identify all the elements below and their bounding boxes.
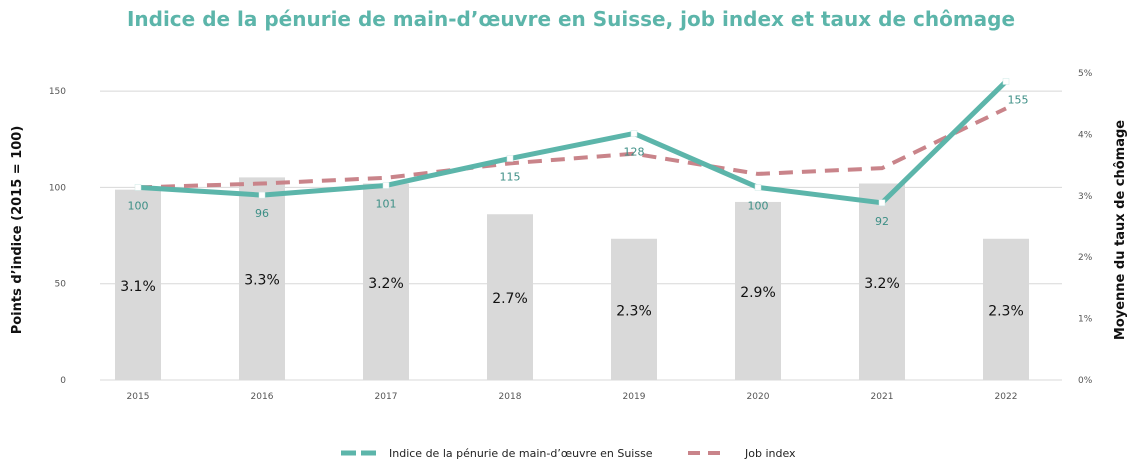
legend-label-job-index: Job index (744, 447, 796, 460)
bar (859, 183, 905, 380)
x-tick: 2021 (871, 392, 894, 402)
bar (611, 238, 657, 380)
x-tick: 2020 (747, 392, 770, 402)
chart-title: Indice de la pénurie de main-d’œuvre en … (127, 7, 1015, 31)
bar (487, 214, 533, 380)
bar-label: 2.3% (988, 303, 1024, 319)
y-tick-left: 0 (60, 376, 66, 386)
data-label: 101 (376, 197, 397, 210)
bar-label: 3.2% (368, 276, 404, 292)
shortage-index-point (506, 155, 514, 162)
data-label: 115 (500, 171, 521, 184)
bar (363, 183, 409, 380)
x-tick: 2016 (251, 392, 274, 402)
shortage-index-line (137, 79, 1008, 206)
bar (983, 238, 1029, 380)
bar-label: 3.2% (864, 276, 900, 292)
y-tick-left: 150 (49, 87, 66, 97)
bar-label: 3.1% (120, 279, 156, 295)
shortage-index-point (878, 199, 886, 207)
y-axis-right-label: Moyenne du taux de chômage (1113, 120, 1128, 340)
bar (735, 201, 781, 380)
x-tick: 2018 (499, 392, 522, 402)
shortage-index-point (1002, 78, 1010, 85)
data-label: 92 (875, 215, 889, 228)
bar-label: 2.7% (492, 291, 528, 307)
bar (239, 177, 285, 380)
shortage-index-point (134, 184, 142, 191)
y-tick-right: 0% (1078, 376, 1093, 386)
legend-label-shortage: Indice de la pénurie de main-d’œuvre en … (389, 447, 653, 460)
data-label: 100 (128, 199, 149, 212)
x-tick: 2017 (375, 392, 398, 402)
y-tick-left: 100 (49, 183, 66, 193)
legend-item-shortage-index[interactable]: Indice de la pénurie de main-d’œuvre en … (341, 447, 653, 460)
data-label: 96 (255, 207, 269, 220)
data-label: 128 (624, 145, 645, 158)
shortage-index-point (258, 191, 266, 199)
bar-label: 3.3% (244, 273, 280, 289)
x-tick: 2022 (995, 392, 1018, 402)
legend-item-job-index[interactable]: Job index (688, 447, 796, 460)
x-tick: 2019 (623, 392, 646, 402)
y-axis-left-label: Points d’indice (2015 = 100) (10, 126, 25, 335)
bar (115, 189, 161, 380)
shortage-index-point (754, 184, 762, 191)
y-tick-right: 2% (1078, 253, 1093, 263)
shortage-index-point (382, 182, 390, 189)
job-index-line (137, 106, 1007, 190)
y-tick-right: 1% (1078, 315, 1093, 325)
data-label: 155 (1008, 93, 1029, 106)
data-label: 100 (748, 199, 769, 212)
y-tick-left: 50 (55, 280, 67, 290)
legend: Indice de la pénurie de main-d’œuvre en … (341, 447, 796, 460)
legend-marker (356, 450, 361, 456)
y-tick-right: 5% (1078, 69, 1093, 79)
y-tick-right: 4% (1078, 130, 1093, 140)
shortage-index-point (630, 130, 638, 137)
bar-label: 2.3% (616, 303, 652, 319)
bar-label: 2.9% (740, 285, 776, 301)
x-tick: 2015 (127, 392, 150, 402)
y-tick-right: 3% (1078, 192, 1093, 202)
